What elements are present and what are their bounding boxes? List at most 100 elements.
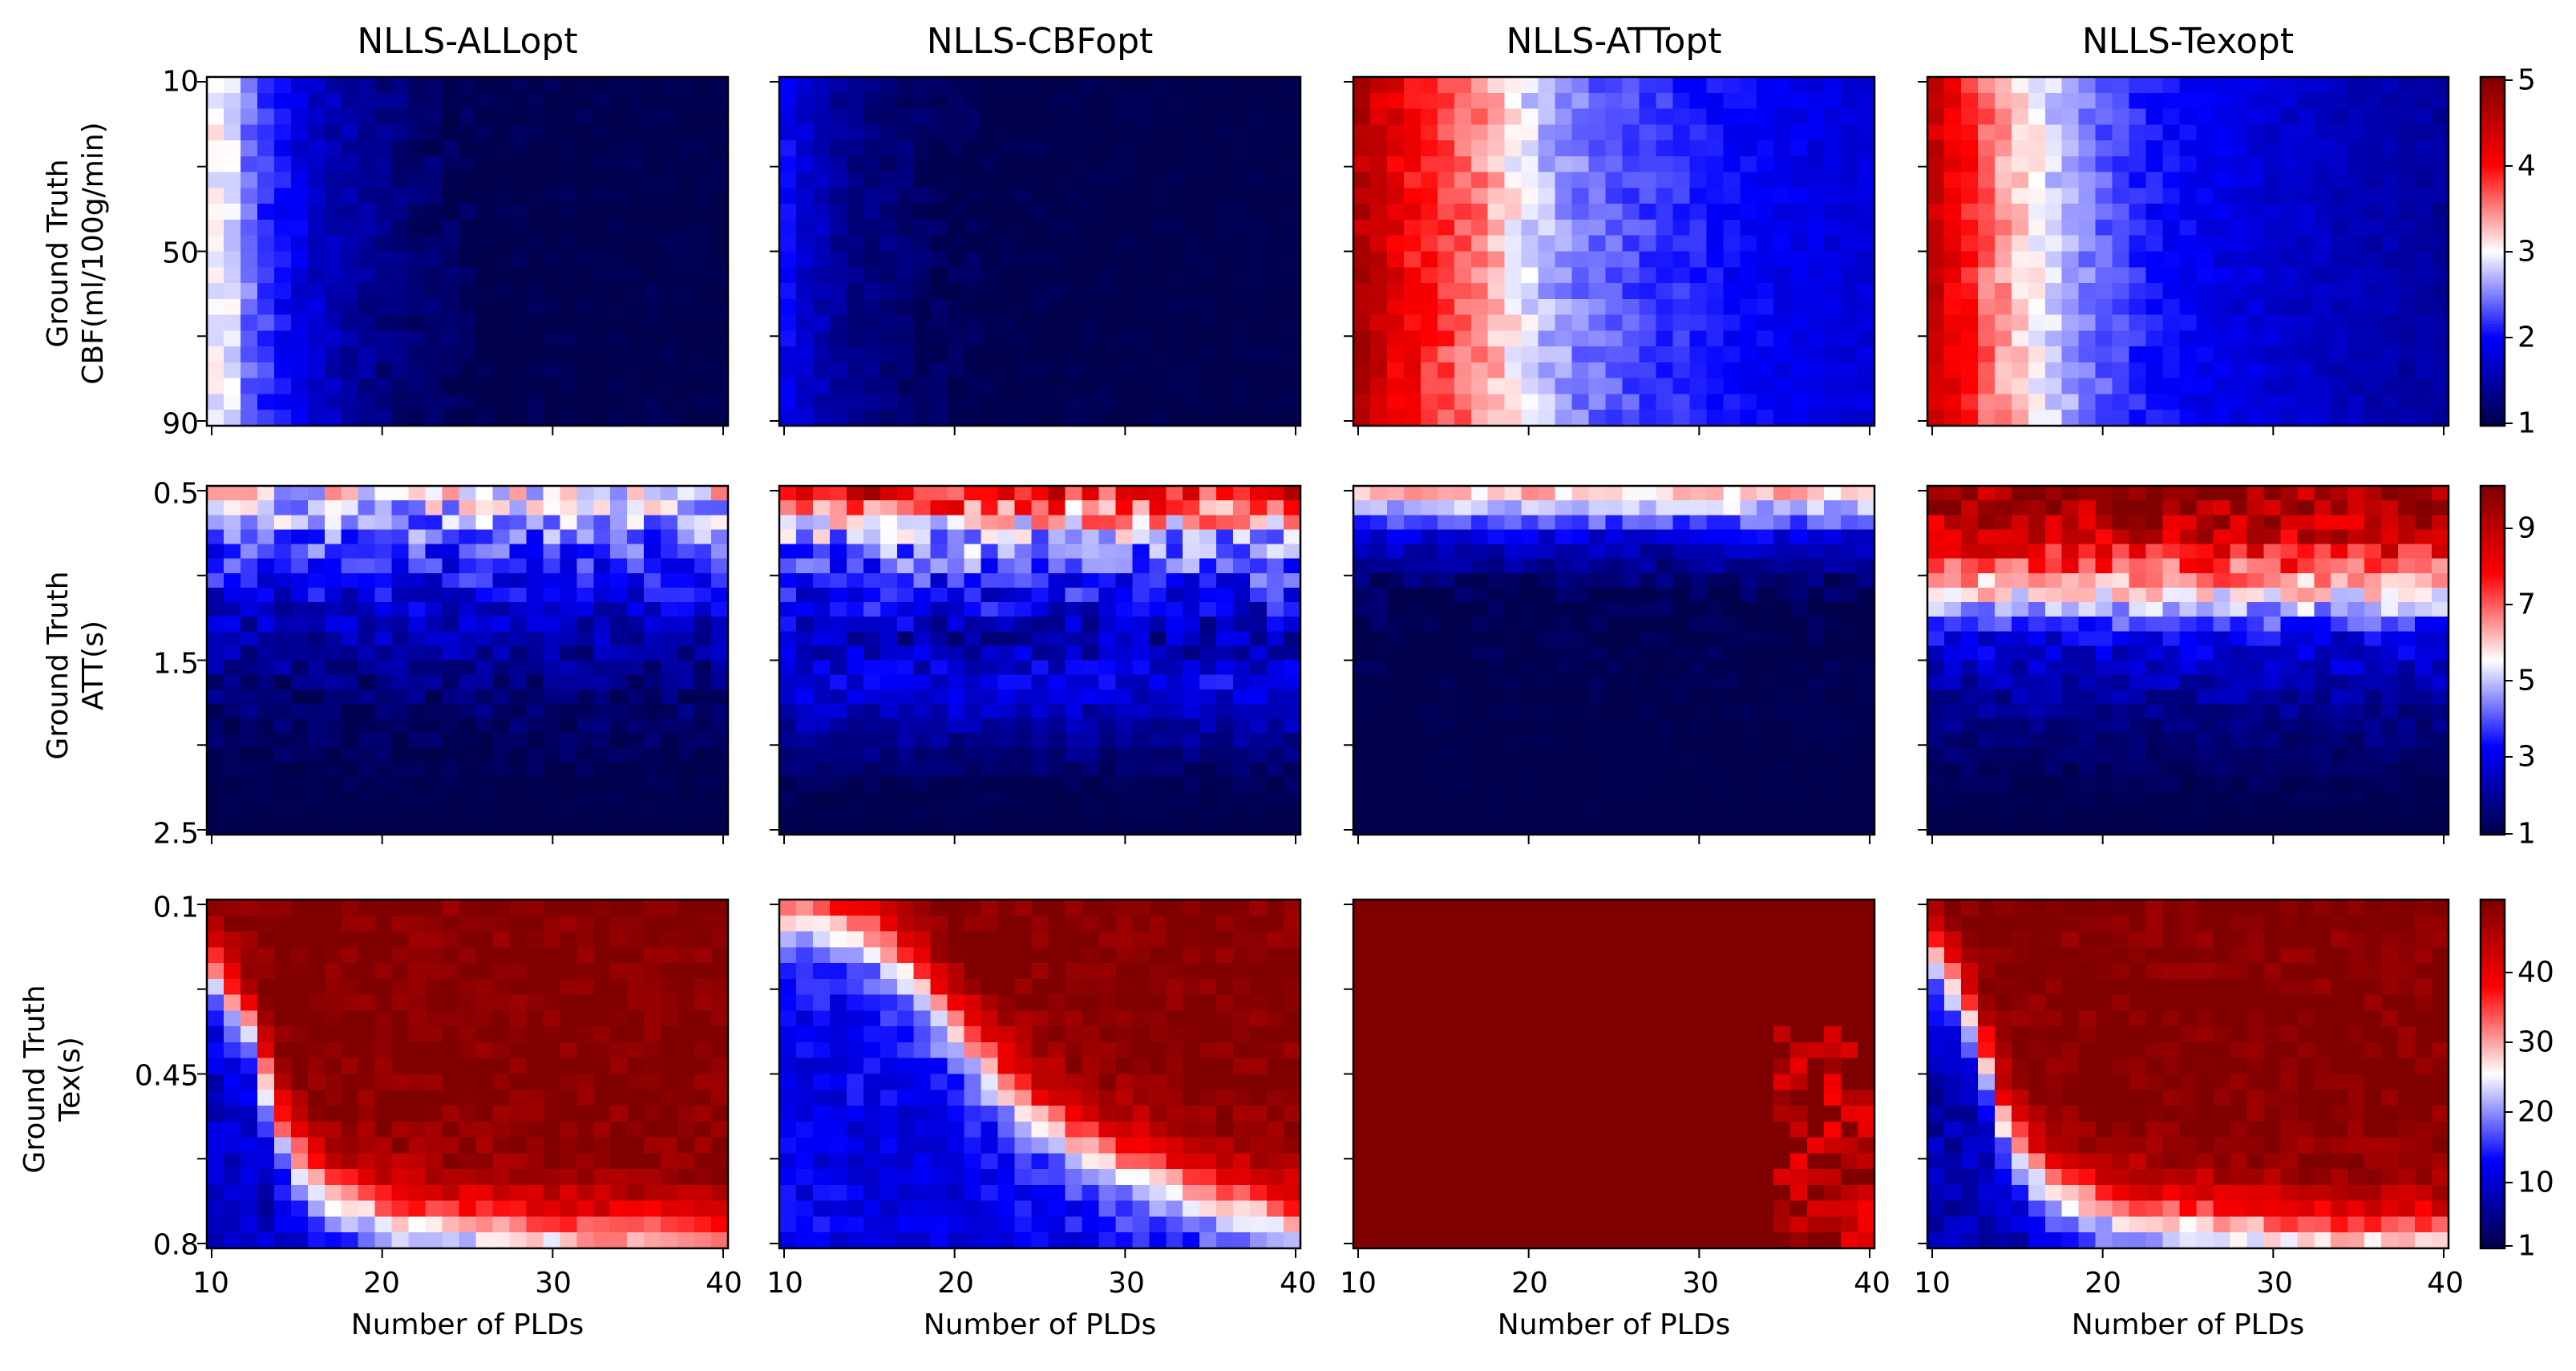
heatmap-cell xyxy=(997,188,1016,204)
heatmap-cell xyxy=(290,330,309,347)
heatmap-cell xyxy=(2213,172,2231,189)
heatmap-cell xyxy=(1115,92,1133,110)
heatmap-cell xyxy=(1454,747,1472,762)
heatmap-cell xyxy=(543,92,560,110)
heatmap-cell xyxy=(947,558,965,574)
heatmap-cell xyxy=(2129,330,2147,347)
heatmap-cell xyxy=(374,703,393,719)
heatmap-cell xyxy=(1538,486,1556,501)
heatmap-cell xyxy=(795,108,814,125)
heatmap-cell xyxy=(1555,204,1573,220)
heatmap-cell xyxy=(677,791,695,807)
heatmap-cell xyxy=(930,235,948,253)
heatmap-cell xyxy=(207,805,224,821)
heatmap-cell xyxy=(290,298,309,316)
heatmap-cell xyxy=(1115,298,1133,316)
heatmap-cell xyxy=(1216,733,1234,748)
heatmap-cell xyxy=(2230,394,2247,410)
heatmap-cell xyxy=(1065,204,1083,220)
heatmap-cell xyxy=(1183,776,1200,792)
heatmap-cell xyxy=(846,156,864,173)
heatmap-cell xyxy=(1233,617,1251,632)
heatmap-cell xyxy=(1048,378,1066,395)
heatmap-cell xyxy=(677,645,695,661)
heatmap-cell xyxy=(374,283,393,300)
heatmap-cell xyxy=(863,674,881,690)
heatmap-cell xyxy=(1132,776,1150,792)
heatmap-cell xyxy=(1065,330,1083,347)
heatmap-cell xyxy=(2230,330,2247,347)
heatmap-cell xyxy=(610,486,628,501)
heatmap-cell xyxy=(896,267,915,284)
heatmap-cell xyxy=(2246,124,2264,141)
heatmap-cell xyxy=(408,544,427,560)
heatmap-cell xyxy=(812,674,831,690)
heatmap-cell xyxy=(1199,108,1217,125)
heatmap-cell xyxy=(1605,204,1624,220)
heatmap-cell xyxy=(1656,378,1673,395)
heatmap-cell xyxy=(2398,283,2416,300)
heatmap-cell xyxy=(223,572,241,588)
heatmap-cell xyxy=(846,558,864,574)
heatmap-cell xyxy=(2348,188,2365,204)
heatmap-cell xyxy=(2213,156,2231,173)
heatmap-cell xyxy=(711,156,729,173)
heatmap-cell xyxy=(2078,219,2097,237)
heatmap-cell xyxy=(627,283,645,300)
heatmap-cell xyxy=(997,362,1016,379)
heatmap-cell xyxy=(408,235,427,253)
heatmap-cell xyxy=(880,572,898,588)
heatmap-cell xyxy=(1977,204,1996,220)
heatmap-cell xyxy=(2331,267,2348,284)
heatmap-cell xyxy=(341,587,359,603)
heatmap-cell xyxy=(1166,298,1183,316)
heatmap-cell xyxy=(207,156,224,173)
heatmap-cell xyxy=(526,529,544,545)
heatmap-cell xyxy=(1437,219,1455,237)
heatmap-cell xyxy=(1199,515,1217,530)
heatmap-cell xyxy=(593,92,611,110)
heatmap-cell xyxy=(997,689,1016,705)
heatmap-cell xyxy=(1031,500,1049,516)
heatmap-cell xyxy=(829,204,847,220)
heatmap-cell xyxy=(829,283,847,300)
heatmap-cell xyxy=(475,500,494,516)
heatmap-cell xyxy=(1048,718,1066,734)
heatmap-cell xyxy=(1470,219,1489,237)
heatmap-cell xyxy=(644,660,661,676)
heatmap-cell xyxy=(1250,378,1268,395)
heatmap-cell xyxy=(913,486,932,501)
heatmap-cell xyxy=(1773,251,1791,268)
heatmap-cell xyxy=(223,362,241,379)
heatmap-cell xyxy=(391,819,410,835)
heatmap-cell xyxy=(1858,219,1875,237)
heatmap-cell xyxy=(2044,314,2063,331)
heatmap-cell xyxy=(2314,251,2331,268)
heatmap-cell xyxy=(240,572,258,588)
heatmap-cell xyxy=(1216,330,1234,347)
heatmap-cell xyxy=(947,486,965,501)
heatmap-cell xyxy=(677,330,695,347)
heatmap-cell xyxy=(1267,330,1284,347)
heatmap-cell xyxy=(1571,776,1590,792)
colorbar-segment xyxy=(2481,297,2505,301)
heatmap-cell xyxy=(1639,703,1657,719)
heatmap-cell xyxy=(1927,330,1945,347)
heatmap-cell xyxy=(1386,362,1405,379)
heatmap-cell xyxy=(1437,805,1455,821)
heatmap-cell xyxy=(1031,346,1049,363)
heatmap-cell xyxy=(1284,219,1301,237)
colorbar-segment xyxy=(2481,257,2505,261)
heatmap-cell xyxy=(509,558,527,574)
heatmap-cell xyxy=(2044,172,2063,189)
heatmap-cell xyxy=(846,762,864,778)
xtick-p3-30: 30 xyxy=(2256,1267,2293,1300)
heatmap-cell xyxy=(593,77,611,94)
heatmap-cell xyxy=(2145,77,2164,94)
heatmap-cell xyxy=(1790,188,1808,204)
heatmap-cell xyxy=(1048,188,1066,204)
heatmap-cell xyxy=(2314,330,2331,347)
heatmap-cell xyxy=(1672,602,1690,617)
heatmap-cell xyxy=(2028,188,2046,204)
heatmap-cell xyxy=(1284,617,1301,632)
